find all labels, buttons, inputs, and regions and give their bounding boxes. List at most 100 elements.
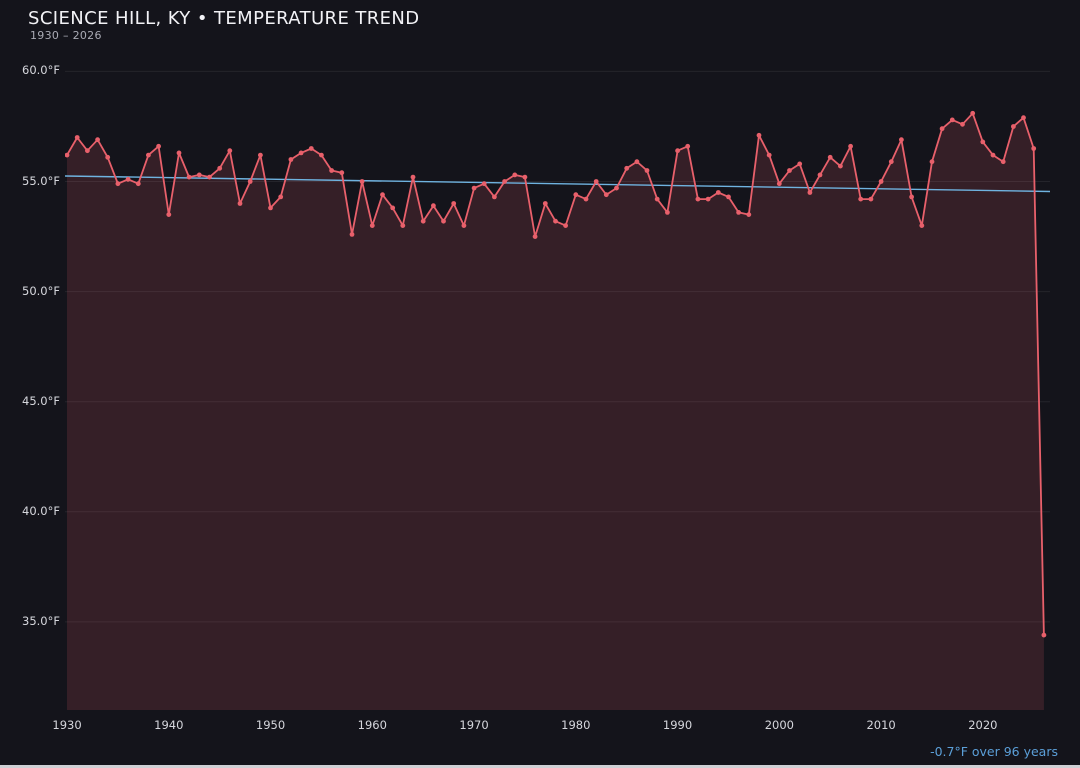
- data-point: [848, 143, 853, 149]
- data-point: [135, 181, 141, 187]
- data-point: [105, 154, 111, 160]
- data-point: [166, 212, 172, 218]
- plot-area: [65, 45, 1050, 710]
- data-point: [217, 165, 223, 171]
- data-point: [308, 146, 314, 151]
- data-point: [186, 174, 192, 180]
- data-point: [1041, 632, 1047, 638]
- y-tick-label: 50.0°F: [22, 283, 60, 298]
- data-point: [634, 159, 640, 165]
- data-point: [878, 179, 884, 184]
- data-point: [553, 218, 558, 224]
- x-tick-label: 2010: [866, 718, 896, 732]
- data-point: [85, 148, 90, 154]
- data-point: [247, 179, 253, 184]
- data-point: [471, 185, 477, 191]
- data-point: [349, 232, 355, 237]
- data-point: [512, 172, 518, 178]
- data-point: [542, 201, 548, 206]
- data-point: [583, 196, 589, 202]
- data-point: [156, 143, 161, 149]
- data-point: [1031, 146, 1037, 151]
- data-point: [481, 181, 487, 187]
- window-bottom-edge: [0, 765, 1080, 768]
- data-point: [237, 201, 243, 206]
- data-point: [227, 148, 233, 154]
- series-area-fill: [67, 113, 1044, 710]
- x-tick-label: 2000: [764, 718, 794, 732]
- data-point: [838, 163, 843, 169]
- data-point: [563, 223, 568, 229]
- data-point: [207, 174, 212, 180]
- data-point: [319, 152, 324, 158]
- data-point: [420, 218, 426, 224]
- data-point: [970, 110, 976, 116]
- data-point: [339, 170, 345, 176]
- data-point: [492, 194, 497, 200]
- data-point: [817, 172, 823, 178]
- data-point: [431, 203, 436, 209]
- data-point: [288, 157, 294, 162]
- data-point: [369, 223, 375, 229]
- data-point: [685, 143, 691, 149]
- data-point: [746, 212, 752, 218]
- data-point: [95, 137, 100, 143]
- trend-summary: -0.7°F over 96 years: [930, 744, 1058, 759]
- data-point: [766, 152, 772, 158]
- data-point: [715, 190, 721, 195]
- data-point: [298, 150, 304, 156]
- data-point: [888, 159, 894, 165]
- data-point: [258, 152, 263, 158]
- y-tick-label: 55.0°F: [22, 173, 60, 188]
- data-point: [797, 161, 803, 167]
- data-point: [675, 148, 680, 154]
- data-point: [176, 150, 182, 156]
- data-point: [726, 194, 731, 200]
- data-point: [451, 201, 457, 206]
- data-point: [573, 192, 579, 198]
- data-point: [461, 223, 467, 229]
- x-tick-label: 2020: [968, 718, 998, 732]
- data-point: [380, 192, 385, 198]
- x-tick-label: 1980: [561, 718, 591, 732]
- data-point: [603, 192, 609, 198]
- y-tick-label: 45.0°F: [22, 393, 60, 408]
- data-point: [827, 154, 833, 160]
- data-point: [1011, 124, 1016, 129]
- x-tick-label: 1960: [357, 718, 387, 732]
- trend-line: [65, 175, 1050, 193]
- x-tick-label: 1940: [154, 718, 184, 732]
- data-point: [654, 196, 660, 202]
- data-point: [909, 194, 914, 200]
- data-point: [502, 179, 507, 184]
- data-point: [329, 168, 334, 173]
- data-point: [410, 174, 416, 180]
- data-point: [268, 205, 273, 211]
- data-point: [522, 174, 528, 180]
- data-point: [990, 152, 996, 158]
- data-point: [787, 168, 792, 173]
- chart-title: SCIENCE HILL, KY • TEMPERATURE TREND: [28, 8, 420, 29]
- data-point: [359, 179, 365, 184]
- data-point: [705, 196, 711, 202]
- data-point: [74, 135, 80, 140]
- data-point: [624, 165, 630, 171]
- x-tick-label: 1970: [459, 718, 489, 732]
- data-point: [980, 139, 986, 145]
- data-point: [125, 176, 131, 182]
- x-tick-label: 1990: [662, 718, 693, 732]
- data-point: [614, 185, 619, 191]
- data-point: [858, 196, 864, 202]
- data-point: [939, 126, 945, 132]
- data-point: [593, 179, 599, 184]
- data-point: [644, 168, 650, 173]
- data-point: [807, 190, 813, 195]
- data-point: [665, 210, 670, 215]
- data-point: [441, 218, 446, 224]
- data-point: [390, 205, 396, 211]
- data-point: [899, 137, 904, 143]
- data-point: [115, 181, 121, 187]
- y-tick-label: 60.0°F: [22, 63, 60, 78]
- data-point: [1000, 159, 1006, 165]
